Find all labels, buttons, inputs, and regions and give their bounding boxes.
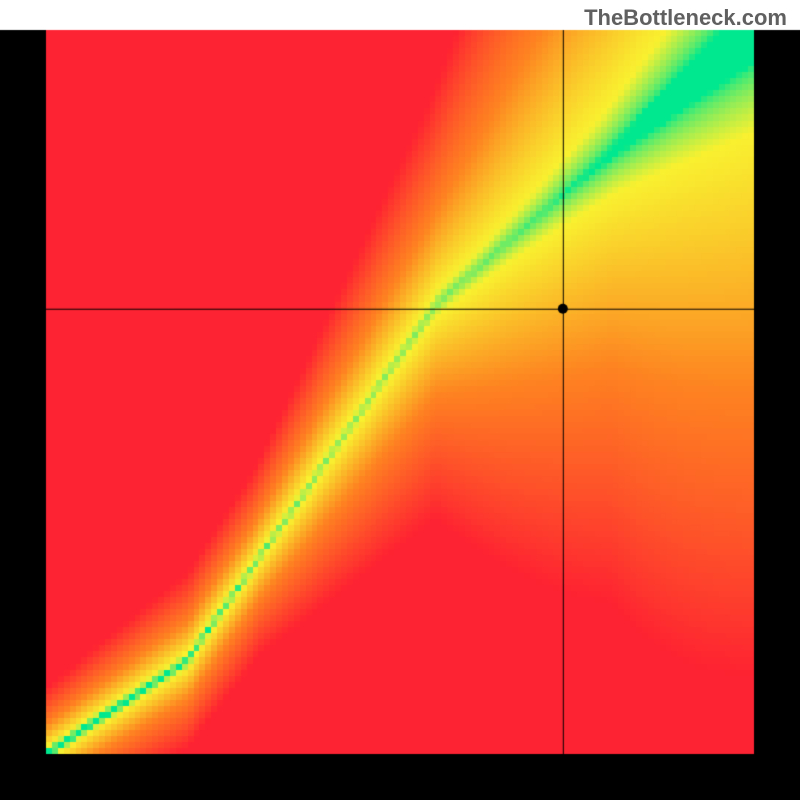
bottleneck-heatmap: [0, 0, 800, 800]
chart-container: [0, 0, 800, 805]
attribution-text: TheBottleneck.com: [584, 5, 787, 31]
